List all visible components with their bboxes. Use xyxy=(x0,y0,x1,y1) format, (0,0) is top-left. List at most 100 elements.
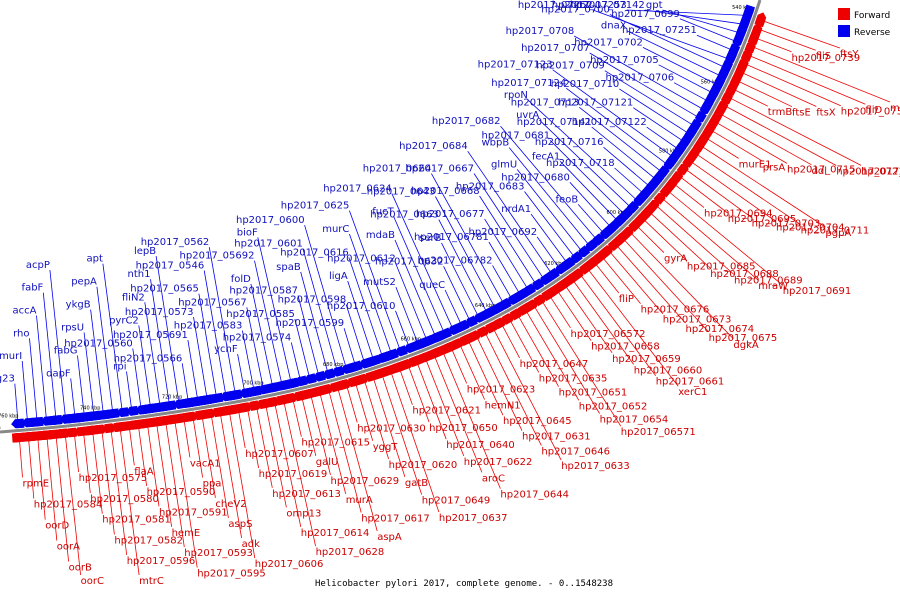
gene-label: hp2017_0654 xyxy=(600,415,669,426)
gene-label: hp2017_0661 xyxy=(656,377,725,388)
gene-label: hp2017_0630 xyxy=(357,423,426,434)
gene-label: hp2017_0574 xyxy=(223,333,292,344)
connector-line xyxy=(705,137,739,158)
connector-line xyxy=(238,354,245,393)
gene-label: murC xyxy=(322,224,349,235)
connector-line xyxy=(673,183,704,208)
gene-label: hp2017_0667 xyxy=(405,164,474,175)
connector-line xyxy=(578,204,605,234)
gene-label: hp2017_0628 xyxy=(316,547,385,558)
gene-labels: cag23murIrhoaccAfabFacpPdapFfabGrpsUykgB… xyxy=(0,0,900,587)
gene-label: hp2017_0660 xyxy=(634,366,703,377)
gene-label: nrdA1 xyxy=(501,204,531,215)
connector-line xyxy=(697,35,734,51)
gene-label: hp2017_0566 xyxy=(114,353,183,364)
gene-label: hp2017_05692 xyxy=(180,251,255,262)
connector-line xyxy=(396,264,428,342)
gene-label: hp2017_0651 xyxy=(559,388,628,399)
gene-label: hp2017_0635 xyxy=(539,373,608,384)
connector-line xyxy=(674,83,709,102)
gene-label: mutS2 xyxy=(363,277,396,288)
gene-label: vacA1 xyxy=(190,458,221,469)
scale-label-9: 720 kbp xyxy=(162,394,182,400)
connector-line xyxy=(344,328,356,366)
connector-line xyxy=(615,168,645,195)
connector-line xyxy=(560,161,618,221)
gene-label: hp2017_05691 xyxy=(113,330,188,341)
gene-label: hp2017_0706 xyxy=(606,73,675,84)
gene-label: hp2017_0625 xyxy=(281,201,350,212)
gene-label: folD xyxy=(231,274,251,285)
gene-label: hp2017_0573 xyxy=(125,307,194,318)
gene-label: trmB xyxy=(768,107,793,118)
gene-label: hp2017_0583 xyxy=(174,321,243,332)
gene-label: hp2017_07122 xyxy=(572,117,647,128)
gene-label: omp13 xyxy=(286,508,321,519)
gene-label: accA xyxy=(13,306,37,317)
gene-label: hp2017_06571 xyxy=(621,427,696,438)
gene-label: pepA xyxy=(71,277,97,288)
gene-label: mdaB xyxy=(366,230,395,241)
gene-label: ftsE xyxy=(792,108,811,119)
gene-label: hp2017_0562 xyxy=(141,237,210,248)
gene-label: hp2017_0600 xyxy=(236,215,305,226)
gene-label: hp2017_0708 xyxy=(506,26,575,37)
connector-line xyxy=(451,347,467,384)
gene-label: hp2017_0623 xyxy=(467,384,536,395)
connector-line xyxy=(184,418,190,458)
gene-label: rho xyxy=(13,328,29,339)
connector-line xyxy=(97,287,113,414)
gene-label: hp2017_0607 xyxy=(245,449,314,460)
gene-label: bioF xyxy=(237,227,258,238)
gene-label: fliS xyxy=(816,51,831,62)
gene-label: rpmE xyxy=(23,478,50,489)
connector-line xyxy=(399,367,412,405)
gene-label: hp2017_0640 xyxy=(446,440,515,451)
connector-line xyxy=(647,127,680,150)
connector-line xyxy=(298,296,319,377)
connector-line xyxy=(740,72,816,107)
gene-label: hp2017_0716 xyxy=(535,137,604,148)
gene-label: feoB xyxy=(556,194,579,205)
connector-line xyxy=(37,316,47,422)
gene-label: ftsY xyxy=(840,49,859,60)
gene-features xyxy=(11,5,766,443)
connector-line xyxy=(531,214,568,264)
gene-label: murI xyxy=(0,351,22,362)
gene-label: prsA xyxy=(763,162,786,173)
connector-line xyxy=(736,80,792,107)
caption: Helicobacter pylori 2017, complete genom… xyxy=(315,579,613,589)
gene-label: hp2017_0622 xyxy=(464,457,533,468)
gene-label: hp2017_0677 xyxy=(416,209,485,220)
connector-line xyxy=(22,361,27,423)
connector-line xyxy=(719,113,812,165)
gene-label: hp2017_0684 xyxy=(399,141,468,152)
connector-line xyxy=(127,372,132,412)
connector-line xyxy=(74,432,78,472)
gene-label: gyrA xyxy=(664,254,687,265)
legend-reverse-swatch xyxy=(838,25,850,37)
gene-label: hp2017_06572 xyxy=(571,329,646,340)
gene-label: hp2017_0705 xyxy=(590,55,659,66)
gene-label: fliD xyxy=(865,105,882,116)
gene-label: hp2017_07253 xyxy=(552,0,627,11)
gene-label: hp2017_0652 xyxy=(579,401,648,412)
gene-label: ykgB xyxy=(66,300,91,311)
gene-label: hp2017_0691 xyxy=(783,286,852,297)
gene-label: hp2017_0658 xyxy=(591,342,660,353)
gene-label: hp2017_06782 xyxy=(418,255,493,266)
gene-label: hemE xyxy=(172,528,201,539)
gene-label: hp2017_0682 xyxy=(432,116,501,127)
connector-line xyxy=(714,121,787,163)
gene-label: hp2017_0606 xyxy=(255,559,324,570)
legend-reverse-label: Reverse xyxy=(854,28,891,38)
gene-label: hemN1 xyxy=(485,401,521,412)
gene-label: aroC xyxy=(482,473,505,484)
gene-label: oorD xyxy=(45,521,69,532)
gene-label: hp2017_0619 xyxy=(259,469,328,480)
gene-label: hp2017_0702 xyxy=(574,37,643,48)
gene-label: hp2017_07121 xyxy=(558,98,633,109)
connector-line xyxy=(291,343,300,382)
connector-line xyxy=(592,127,657,180)
gene-label: hp2017_0692 xyxy=(469,227,538,238)
